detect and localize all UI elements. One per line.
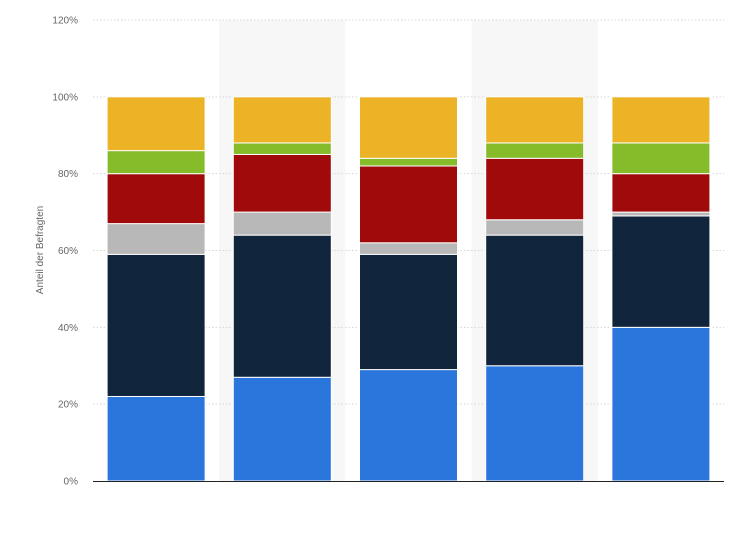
bar-segment (611, 173, 711, 213)
y-tick-label: 100% (52, 92, 78, 103)
bar-segment (359, 242, 458, 255)
y-tick-label: 0% (64, 477, 79, 488)
bar-segment (611, 96, 711, 144)
bars (106, 96, 711, 482)
bar-segment (232, 153, 332, 213)
bar-segment (106, 173, 206, 225)
bar-segment (106, 395, 206, 482)
bar-segment (611, 211, 711, 217)
bar-segment (359, 253, 458, 371)
y-tick-label: 40% (58, 323, 78, 334)
bar-segment (359, 96, 458, 159)
bar-segment (106, 150, 206, 175)
bar-segment (232, 211, 332, 236)
bar-segment (485, 96, 585, 144)
bar-segment (611, 142, 711, 175)
bar-segment (485, 219, 585, 236)
bar-segment (485, 365, 585, 482)
bar-segment (106, 223, 206, 255)
y-tick-label: 120% (52, 16, 78, 27)
bar-segment (485, 234, 585, 367)
y-tick-label: 60% (58, 246, 78, 257)
bar-segment (106, 96, 206, 152)
bar-segment (232, 96, 332, 144)
bar-segment (232, 376, 332, 482)
bar-segment (106, 253, 206, 397)
bar-segment (485, 142, 585, 159)
y-tick-labels: 0% 20% 40% 60% 80% 100% 120% (52, 16, 78, 488)
bar-segment (232, 234, 332, 378)
bar-segment (359, 165, 458, 244)
bar-segment (359, 157, 458, 167)
bar-segment (485, 157, 585, 221)
y-tick-label: 80% (58, 169, 78, 180)
bar-segment (611, 215, 711, 328)
bar-segment (232, 142, 332, 155)
y-tick-label: 20% (58, 400, 78, 411)
y-axis-title: Anteil der Befragten (35, 206, 46, 294)
bar-segment (359, 369, 458, 482)
bar-segment (611, 326, 711, 482)
